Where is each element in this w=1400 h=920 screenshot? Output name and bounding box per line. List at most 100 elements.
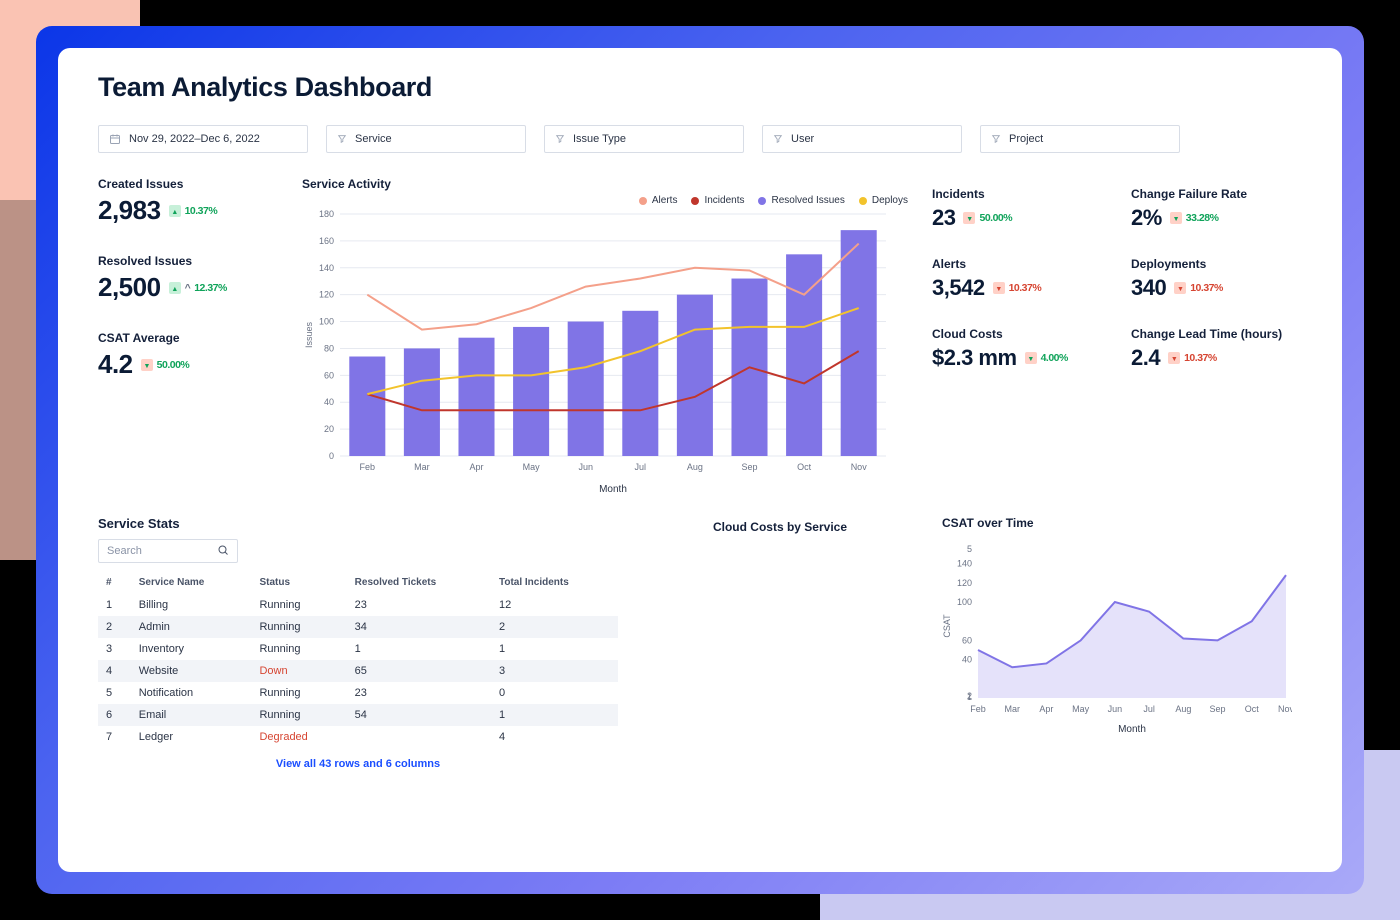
service-filter-label: Service xyxy=(355,133,392,145)
svg-text:100: 100 xyxy=(319,317,334,327)
kpi-label: Incidents xyxy=(932,187,1103,201)
service-filter[interactable]: Service xyxy=(326,125,526,153)
kpi-value: 2,500 xyxy=(98,272,161,303)
line-Alerts xyxy=(367,244,858,330)
svg-text:140: 140 xyxy=(319,263,334,273)
svg-text:60: 60 xyxy=(962,635,972,645)
main-row: Created Issues 2,983 10.37% Resolved Iss… xyxy=(98,177,1302,498)
legend-item: Resolved Issues xyxy=(758,195,844,206)
bar xyxy=(513,327,549,456)
svg-text:Nov: Nov xyxy=(851,462,868,472)
user-filter[interactable]: User xyxy=(762,125,962,153)
svg-text:Oct: Oct xyxy=(1245,704,1260,714)
table-row[interactable]: 7LedgerDegraded4 xyxy=(98,726,618,748)
bar xyxy=(349,357,385,456)
kpi-label: Alerts xyxy=(932,257,1103,271)
svg-text:Oct: Oct xyxy=(797,462,812,472)
gradient-frame: Team Analytics Dashboard Nov 29, 2022–De… xyxy=(36,26,1364,894)
bar xyxy=(677,295,713,456)
panel-title: CSAT over Time xyxy=(942,516,1302,530)
svg-text:Sep: Sep xyxy=(1210,704,1226,714)
kpi-delta: 10.37% xyxy=(1168,352,1217,364)
issue-type-filter-label: Issue Type xyxy=(573,133,626,145)
date-range-picker[interactable]: Nov 29, 2022–Dec 6, 2022 xyxy=(98,125,308,153)
service-activity-chart: 020406080100120140160180FebMarAprMayJunJ… xyxy=(302,208,908,498)
kpi-delta: 50.00% xyxy=(963,212,1012,224)
kpi-label: Deployments xyxy=(1131,257,1302,271)
bar xyxy=(622,311,658,456)
svg-text:2: 2 xyxy=(967,691,972,701)
svg-text:80: 80 xyxy=(324,343,334,353)
lower-row: Service Stats Search #Service NameStatus… xyxy=(98,516,1302,770)
svg-text:5: 5 xyxy=(967,544,972,554)
issue-type-filter[interactable]: Issue Type xyxy=(544,125,744,153)
svg-text:Month: Month xyxy=(1118,724,1146,735)
chart-title: Service Activity xyxy=(302,177,908,191)
kpi-resolved-issues: Resolved Issues 2,500 ^12.37% xyxy=(98,254,278,303)
table-row[interactable]: 1BillingRunning2312 xyxy=(98,594,618,616)
table-row[interactable]: 4WebsiteDown653 xyxy=(98,660,618,682)
svg-text:Mar: Mar xyxy=(1004,704,1020,714)
legend-item: Deploys xyxy=(859,195,908,206)
svg-text:Apr: Apr xyxy=(469,462,483,472)
search-placeholder: Search xyxy=(107,545,142,557)
kpi-label: Created Issues xyxy=(98,177,278,191)
panel-title: Cloud Costs by Service xyxy=(654,520,906,534)
bar xyxy=(404,348,440,456)
table-header: Service Name xyxy=(131,571,252,594)
table-header: Total Incidents xyxy=(491,571,618,594)
right-kpi-grid: Incidents 23 50.00% Change Failure Rate 2… xyxy=(932,177,1302,498)
bar xyxy=(568,322,604,456)
kpi-label: Change Failure Rate xyxy=(1131,187,1302,201)
kpi-value: 340 xyxy=(1131,275,1166,301)
kpi-value: 2% xyxy=(1131,205,1162,231)
panel-title: Service Stats xyxy=(98,516,618,531)
date-range-label: Nov 29, 2022–Dec 6, 2022 xyxy=(129,133,260,145)
kpi-delta: 33.28% xyxy=(1170,212,1219,224)
kpi-delta: 10.37% xyxy=(993,282,1042,294)
filter-icon xyxy=(991,134,1001,144)
svg-text:Jun: Jun xyxy=(1108,704,1123,714)
svg-text:Jun: Jun xyxy=(578,462,593,472)
calendar-icon xyxy=(109,133,121,145)
kpi-value: 23 xyxy=(932,205,955,231)
svg-text:Feb: Feb xyxy=(360,462,376,472)
table-row[interactable]: 2AdminRunning342 xyxy=(98,616,618,638)
svg-text:20: 20 xyxy=(324,424,334,434)
kpi-value: 2.4 xyxy=(1131,345,1160,371)
service-stats-table: #Service NameStatusResolved TicketsTotal… xyxy=(98,571,618,748)
kpi-value: 4.2 xyxy=(98,349,133,380)
kpi-cfr: Change Failure Rate 2% 33.28% xyxy=(1131,187,1302,231)
legend-item: Alerts xyxy=(639,195,678,206)
table-row[interactable]: 5NotificationRunning230 xyxy=(98,682,618,704)
kpi-lead: Change Lead Time (hours) 2.4 10.37% xyxy=(1131,327,1302,371)
cloud-costs-panel: Cloud Costs by Service xyxy=(654,516,906,770)
svg-text:May: May xyxy=(523,462,541,472)
search-icon xyxy=(217,544,229,559)
svg-text:140: 140 xyxy=(957,559,972,569)
kpi-alerts: Alerts 3,542 10.37% xyxy=(932,257,1103,301)
kpi-value: 2,983 xyxy=(98,195,161,226)
filter-icon xyxy=(773,134,783,144)
svg-text:Mar: Mar xyxy=(414,462,430,472)
svg-text:60: 60 xyxy=(324,370,334,380)
kpi-delta: 50.00% xyxy=(141,359,190,371)
svg-text:Jul: Jul xyxy=(1143,704,1155,714)
svg-text:40: 40 xyxy=(324,397,334,407)
csat-chart: 1240601001201405FebMarAprMayJunJulAugSep… xyxy=(942,538,1302,738)
svg-text:Aug: Aug xyxy=(687,462,703,472)
svg-text:Issues: Issues xyxy=(304,321,314,348)
csat-area xyxy=(978,575,1286,698)
svg-text:40: 40 xyxy=(962,655,972,665)
table-row[interactable]: 6EmailRunning541 xyxy=(98,704,618,726)
svg-text:120: 120 xyxy=(957,578,972,588)
view-all-link[interactable]: View all 43 rows and 6 columns xyxy=(98,758,618,770)
table-row[interactable]: 3InventoryRunning11 xyxy=(98,638,618,660)
project-filter[interactable]: Project xyxy=(980,125,1180,153)
line-Deploys xyxy=(367,308,858,394)
kpi-delta: 10.37% xyxy=(169,205,218,217)
svg-text:100: 100 xyxy=(957,597,972,607)
search-input[interactable]: Search xyxy=(98,539,238,563)
bar xyxy=(786,254,822,456)
csat-over-time-panel: CSAT over Time 1240601001201405FebMarApr… xyxy=(942,516,1302,770)
